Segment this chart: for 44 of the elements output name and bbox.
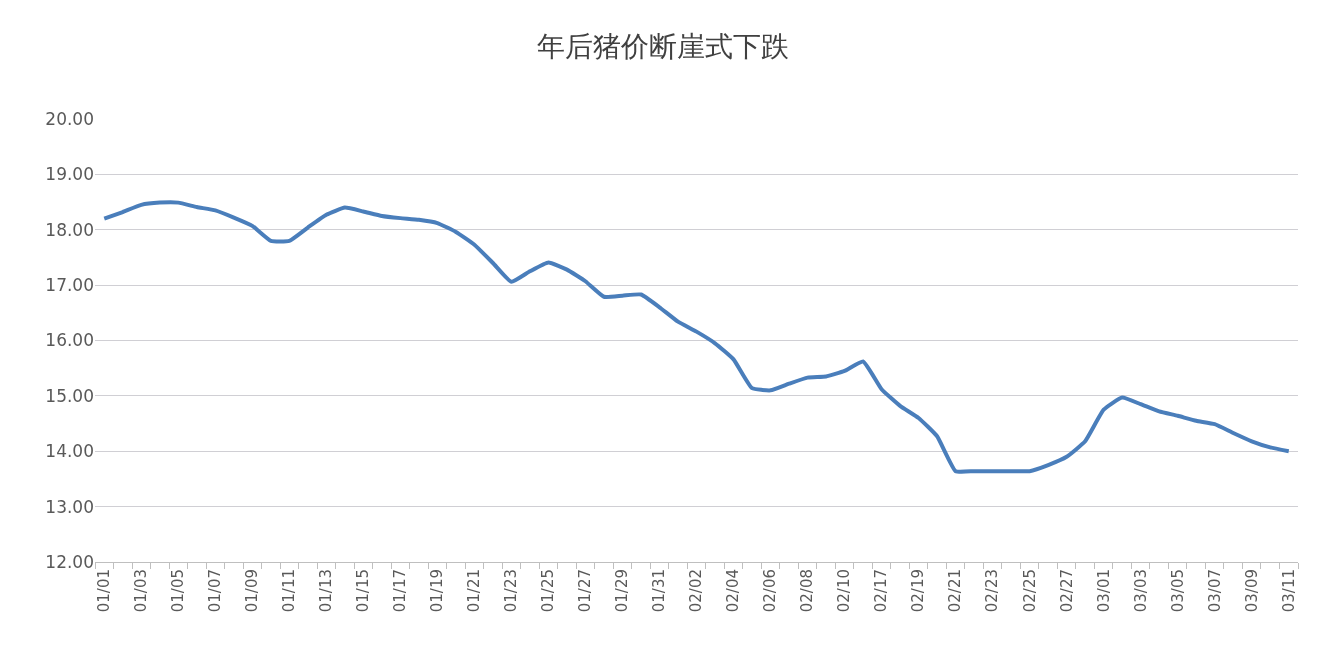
x-tick-label: 03/09: [1242, 569, 1261, 613]
x-tick-label: 01/11: [280, 569, 299, 613]
chart-title: 年后猪价断崖式下跌: [537, 29, 789, 63]
x-tick-label: 02/27: [1057, 569, 1076, 613]
x-tick-label: 02/04: [724, 569, 743, 613]
line-series: [102, 200, 1291, 474]
x-tick-label: 01/03: [132, 569, 151, 613]
x-tick-label: 01/07: [206, 569, 225, 613]
y-tick-label: 16.00: [45, 330, 94, 351]
x-tick-label: 01/15: [354, 569, 373, 613]
x-tick-label: 02/21: [946, 569, 965, 613]
x-tick-label: 03/07: [1205, 569, 1224, 613]
x-tick-label: 01/01: [95, 569, 114, 613]
x-tick-label: 03/01: [1094, 569, 1113, 613]
y-tick-label: 18.00: [45, 219, 94, 240]
x-tick-label: 01/19: [428, 569, 447, 613]
x-tick-label: 01/09: [243, 569, 262, 613]
x-tick-label: 01/31: [650, 569, 669, 613]
x-tick-label: 01/17: [391, 569, 410, 613]
y-tick-label: 17.00: [45, 275, 94, 296]
x-tick-label: 02/08: [798, 569, 817, 613]
x-tick-label: 02/10: [835, 569, 854, 613]
y-tick-label: 12.00: [45, 551, 94, 572]
x-tick-label: 01/27: [576, 569, 595, 613]
y-tick-label: 15.00: [45, 385, 94, 406]
x-tick-label: 01/21: [465, 569, 484, 613]
x-tick-label: 01/23: [502, 569, 521, 613]
y-tick-label: 14.00: [45, 441, 94, 462]
x-tick-label: 02/17: [872, 569, 891, 613]
x-tick-label: 03/03: [1131, 569, 1150, 613]
x-tick-label: 03/05: [1168, 569, 1187, 613]
y-tick-label: 13.00: [45, 496, 94, 517]
x-tick-label: 02/23: [983, 569, 1002, 613]
x-tick-label: 03/11: [1279, 569, 1298, 613]
x-tick-label: 01/25: [539, 569, 558, 613]
x-tick-label: 02/25: [1020, 569, 1039, 613]
x-tick-label: 02/06: [761, 569, 780, 613]
x-tick-label: 02/02: [687, 569, 706, 613]
x-tick-label: 01/29: [613, 569, 632, 613]
x-tick-label: 01/05: [169, 569, 188, 613]
y-tick-label: 19.00: [45, 164, 94, 185]
y-tick-label: 20.00: [45, 108, 94, 129]
x-tick-label: 01/13: [317, 569, 336, 613]
x-tick-label: 02/19: [909, 569, 928, 613]
